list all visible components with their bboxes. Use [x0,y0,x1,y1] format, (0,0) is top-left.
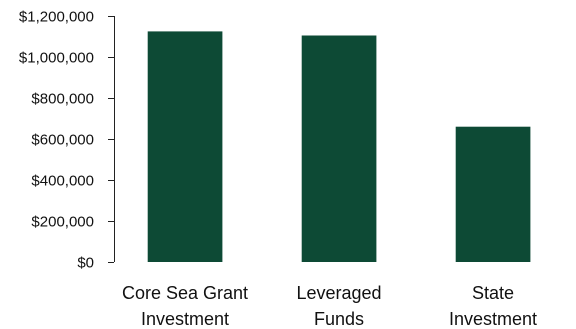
x-tick-label: Investment [449,309,537,329]
x-tick-label: Funds [314,309,364,329]
y-tick-label: $0 [77,255,94,272]
y-tick-label: $1,000,000 [19,50,94,67]
x-tick-label: Leveraged [296,283,381,303]
y-tick-label: $600,000 [31,132,94,149]
x-axis: Core Sea Grant Investment Leveraged Funds St… [122,283,537,329]
y-tick-label: $800,000 [31,91,94,108]
bars [147,31,531,263]
x-tick-label: State [472,283,514,303]
x-tick-label: Core Sea Grant [122,283,248,303]
bar [301,35,377,262]
y-tick-label: $200,000 [31,214,94,231]
x-tick-label: Investment [141,309,229,329]
y-tick-label: $1,200,000 [19,9,94,26]
y-tick-label: $400,000 [31,173,94,190]
bar [455,126,531,262]
bar [147,31,223,263]
y-axis: $0 $200,000 $400,000 $600,000 $800,000 $1,000… [19,9,115,272]
